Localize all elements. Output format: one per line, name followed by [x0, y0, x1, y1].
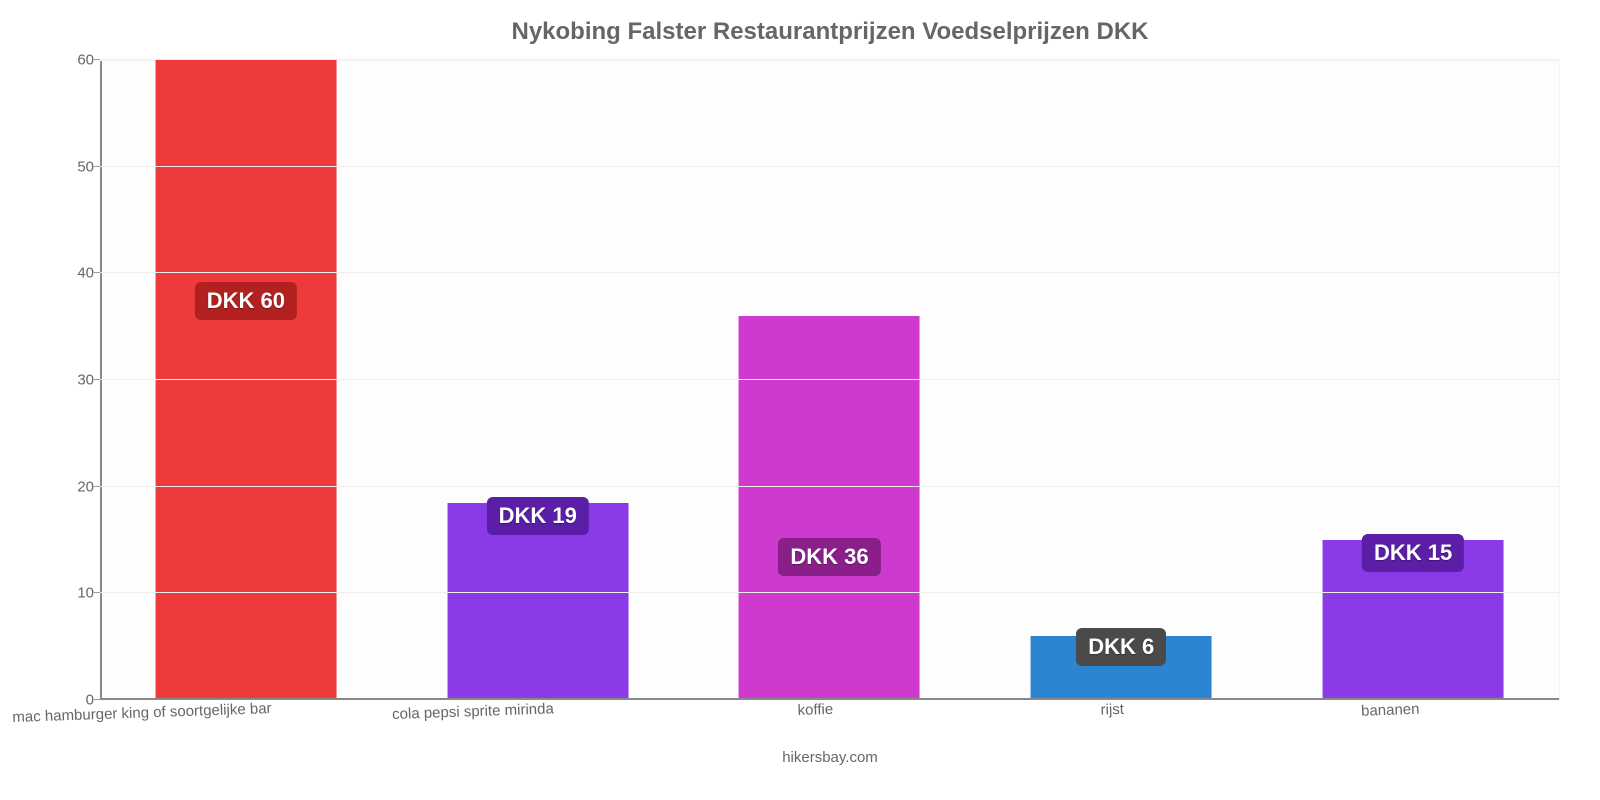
grid-line	[100, 59, 1559, 60]
price-bar-chart: Nykobing Falster Restaurantprijzen Voeds…	[0, 0, 1600, 800]
y-tick-label: 20	[50, 478, 94, 495]
y-tick-label: 50	[50, 158, 94, 175]
bar-slot: DKK 60	[100, 61, 392, 700]
y-tick-label: 30	[50, 372, 94, 389]
value-badge: DKK 6	[1076, 628, 1166, 666]
y-tick-mark	[94, 486, 100, 487]
bar	[739, 316, 920, 700]
bar	[155, 60, 336, 700]
grid-line	[100, 592, 1559, 593]
grid-line	[100, 486, 1559, 487]
value-badge: DKK 60	[195, 282, 297, 320]
bar-slot: DKK 19	[392, 61, 684, 700]
chart-title: Nykobing Falster Restaurantprijzen Voeds…	[100, 10, 1560, 60]
bar-slot: DKK 6	[975, 61, 1267, 700]
attribution-text: hikersbay.com	[100, 749, 1560, 766]
y-tick-label: 60	[50, 52, 94, 69]
value-badge: DKK 15	[1362, 534, 1464, 572]
bars-container: DKK 60 DKK 19 DKK 36 DKK 6 DKK 15	[100, 61, 1559, 700]
y-tick-mark	[94, 379, 100, 380]
y-tick-mark	[94, 166, 100, 167]
value-badge: DKK 36	[778, 538, 880, 576]
plot-area: DKK 60DKK 19DKK 36DKK 6DKK 15 0102030405…	[100, 60, 1560, 700]
y-tick-mark	[94, 699, 100, 700]
grid-line	[100, 166, 1559, 167]
grid-line	[100, 379, 1559, 380]
y-tick-mark	[94, 272, 100, 273]
grid-line	[100, 272, 1559, 273]
y-tick-mark	[94, 592, 100, 593]
bar-slot: DKK 15	[1267, 61, 1559, 700]
y-tick-label: 10	[50, 585, 94, 602]
y-tick-label: 40	[50, 265, 94, 282]
value-badge: DKK 19	[487, 497, 589, 535]
y-tick-mark	[94, 59, 100, 60]
x-axis-labels: mac hamburger king of soortgelijke barco…	[100, 706, 1560, 723]
bar-slot: DKK 36	[684, 61, 976, 700]
